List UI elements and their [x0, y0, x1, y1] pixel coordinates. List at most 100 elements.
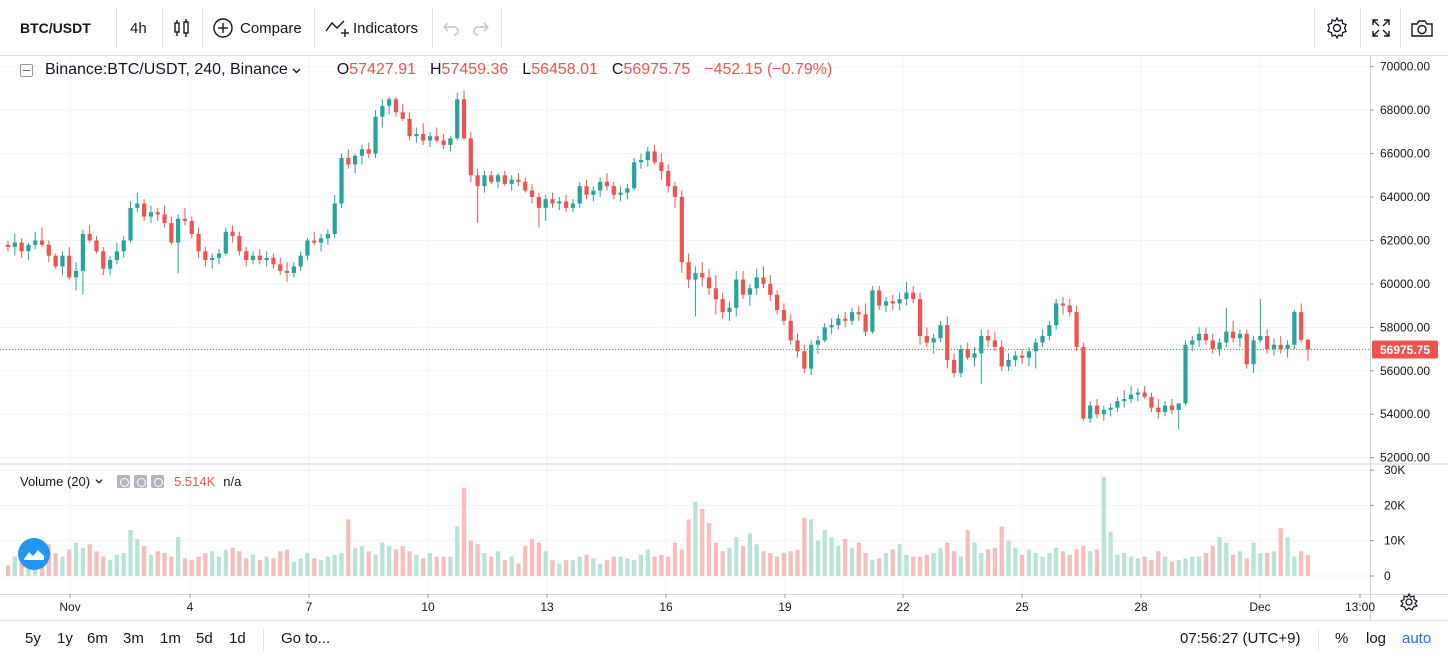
candle-body [543, 199, 548, 208]
price-tick-label: 54000.00 [1380, 407, 1430, 421]
screenshot-button[interactable] [1410, 8, 1434, 48]
candle-body [210, 257, 215, 260]
percent-toggle[interactable]: % [1335, 630, 1349, 647]
candle-body [740, 279, 746, 295]
range-3m-button[interactable]: 3m [123, 630, 144, 647]
auto-toggle[interactable]: auto [1402, 630, 1432, 647]
candle-body [1265, 336, 1270, 350]
chart-axes [0, 56, 1448, 620]
volume-bar [60, 556, 65, 576]
range-1y-button[interactable]: 1y [57, 630, 73, 647]
candle-body [951, 359, 957, 373]
indicators-button[interactable]: Indicators [324, 8, 418, 48]
collapse-legend-icon[interactable] [20, 63, 33, 77]
volume-bar [387, 545, 392, 576]
camera-icon [1410, 17, 1434, 39]
volume-bar [1258, 553, 1263, 576]
volume-bar [107, 560, 113, 576]
chart-type-button[interactable] [172, 8, 192, 48]
volume-bar [945, 542, 950, 576]
volume-bar [822, 530, 827, 576]
compare-button[interactable]: Compare [212, 8, 302, 48]
candle-body [502, 175, 507, 184]
candle-body [1115, 401, 1120, 408]
range-1d-button[interactable]: 1d [229, 630, 246, 647]
volume-bar [666, 556, 671, 576]
candlesticks [5, 90, 1311, 430]
volume-bar [577, 556, 582, 576]
candle-body [1285, 344, 1290, 350]
legend-symbol[interactable]: Binance:BTC/USDT, 240, Binance [45, 61, 288, 78]
interval-button[interactable]: 4h [130, 8, 147, 48]
volume-bar [407, 551, 412, 576]
fullscreen-button[interactable] [1370, 8, 1392, 48]
undo-button[interactable] [442, 8, 460, 48]
candle-body [904, 292, 909, 300]
candle-body [223, 231, 228, 254]
chevron-down-icon[interactable] [292, 66, 301, 75]
volume-bar [155, 551, 160, 576]
settings-button[interactable] [1325, 8, 1349, 48]
candle-body [489, 175, 494, 182]
candle-body [897, 299, 902, 304]
clock-label[interactable]: 07:56:27 (UTC+9) [1180, 630, 1301, 647]
volume-bar [829, 537, 834, 576]
price-tick-label: 64000.00 [1380, 190, 1430, 204]
candle-body [1101, 409, 1106, 415]
volume-bar [148, 554, 154, 576]
candle-body [39, 240, 45, 245]
axis-settings-gear-icon[interactable] [1399, 592, 1419, 611]
symbol-label: BTC/USDT [20, 20, 91, 36]
candle-body [843, 318, 848, 321]
bottombar-divider [1318, 629, 1319, 651]
candle-body [577, 186, 582, 204]
time-tick-label: 13:00 [1345, 600, 1375, 614]
range-5y-button[interactable]: 5y [25, 630, 41, 647]
candle-body [781, 309, 787, 321]
settings-icon[interactable] [134, 474, 148, 488]
volume-bar [877, 558, 882, 576]
volume-bar [516, 563, 521, 576]
range-1m-button[interactable]: 1m [160, 630, 181, 647]
log-toggle[interactable]: log [1366, 630, 1387, 647]
candle-body [353, 155, 358, 165]
candle-body [1088, 405, 1093, 419]
price-chart[interactable]: 56975.75 70000.00 68000.00 66000.00 64000.00… [0, 56, 1448, 620]
candle-body [332, 203, 337, 234]
volume-bar [142, 545, 147, 576]
volume-legend: Volume (20) 5.514K n/a [20, 472, 241, 490]
price-tick-label: 70000.00 [1380, 60, 1430, 74]
candle-body [455, 99, 460, 139]
redo-button[interactable] [472, 8, 490, 48]
candle-body [135, 203, 140, 208]
symbol-search-button[interactable]: BTC/USDT [20, 8, 91, 48]
candle-body [176, 218, 181, 243]
range-5d-button[interactable]: 5d [196, 630, 213, 647]
time-tick-label: 4 [187, 600, 194, 614]
candle-body [618, 192, 623, 195]
volume-bar [421, 558, 426, 576]
volume-bar [570, 560, 576, 576]
candle-body [768, 283, 773, 295]
chevron-down-icon[interactable] [95, 477, 103, 485]
candle-body [380, 105, 385, 117]
range-6m-button[interactable]: 6m [87, 630, 108, 647]
tradingview-logo-icon[interactable] [18, 538, 50, 570]
candle-body [1237, 333, 1243, 339]
volume-bar [849, 547, 855, 576]
volume-bar [502, 560, 507, 576]
volume-bar [1101, 477, 1106, 576]
candle-body [883, 301, 889, 306]
volume-bar [863, 553, 868, 576]
toolbar-divider [116, 8, 117, 48]
volume-bar [604, 560, 610, 576]
hide-icon[interactable] [117, 474, 131, 488]
toolbar-divider [162, 8, 163, 48]
volume-bar [1033, 553, 1038, 576]
candle-body [836, 318, 841, 326]
volume-bar [1135, 558, 1140, 576]
candle-body [570, 203, 576, 208]
close-icon[interactable] [151, 474, 165, 488]
goto-button[interactable]: Go to... [281, 630, 331, 647]
volume-bar [985, 549, 991, 576]
